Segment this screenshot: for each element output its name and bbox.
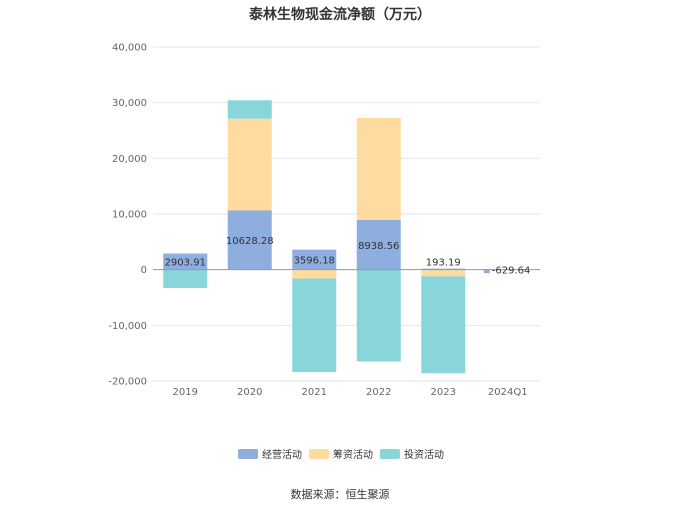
bar-segment	[227, 100, 272, 119]
x-tick-label: 2023	[431, 387, 456, 398]
legend-swatch	[238, 449, 258, 459]
bar-segment	[163, 269, 208, 289]
source-note: 数据来源：恒生聚源	[290, 488, 390, 501]
data-label: 193.19	[426, 258, 461, 269]
y-tick-label: 20,000	[112, 154, 147, 165]
grid-lines	[153, 46, 540, 382]
y-tick-label: 10,000	[112, 210, 147, 221]
data-label: 10628.28	[226, 236, 274, 247]
bars	[163, 100, 490, 374]
chart-title: 泰林生物现金流净额（万元）	[249, 7, 431, 23]
y-axis: 40,000 30,000 20,000 10,000 0 -10,000 -20,000	[108, 43, 147, 388]
legend-label: 投资活动	[404, 448, 444, 461]
legend-swatch	[380, 449, 400, 459]
y-tick-label: -10,000	[108, 321, 147, 332]
legend: 经营活动 筹资活动 投资活动	[238, 448, 444, 461]
y-tick-label: -20,000	[108, 377, 147, 388]
data-label: 3596.18	[294, 256, 335, 267]
bar-segment	[292, 249, 337, 270]
bar-segment	[227, 210, 272, 270]
y-tick-label: 30,000	[112, 98, 147, 109]
bar-segment	[421, 269, 466, 277]
x-tick-label: 2019	[173, 387, 198, 398]
bar-segment	[163, 253, 208, 270]
legend-label: 经营活动	[262, 448, 302, 461]
bar-segment	[292, 269, 337, 279]
data-label: 8938.56	[358, 241, 399, 252]
data-labels: 2903.91 10628.28 3596.18 8938.56 193.19 -629.…	[165, 236, 531, 277]
legend-label: 筹资活动	[333, 448, 373, 461]
bar-segment	[356, 219, 401, 270]
bar-segment	[227, 118, 272, 211]
y-tick-label: 40,000	[112, 43, 147, 54]
bar-segment	[356, 118, 401, 220]
x-tick-label: 2024Q1	[488, 387, 528, 398]
bar-segment	[356, 269, 401, 362]
data-label: -629.64	[492, 266, 531, 277]
data-label: 2903.91	[165, 258, 206, 269]
y-tick-label: 0	[141, 265, 147, 276]
x-axis: 2019 2020 2021 2022 2023 2024Q1	[173, 387, 528, 398]
x-tick-label: 2020	[237, 387, 262, 398]
legend-swatch	[309, 449, 329, 459]
bar-segment	[483, 269, 490, 274]
x-tick-label: 2021	[302, 387, 327, 398]
bar-segment	[421, 276, 466, 374]
x-tick-label: 2022	[366, 387, 391, 398]
bar-segment	[292, 278, 337, 373]
